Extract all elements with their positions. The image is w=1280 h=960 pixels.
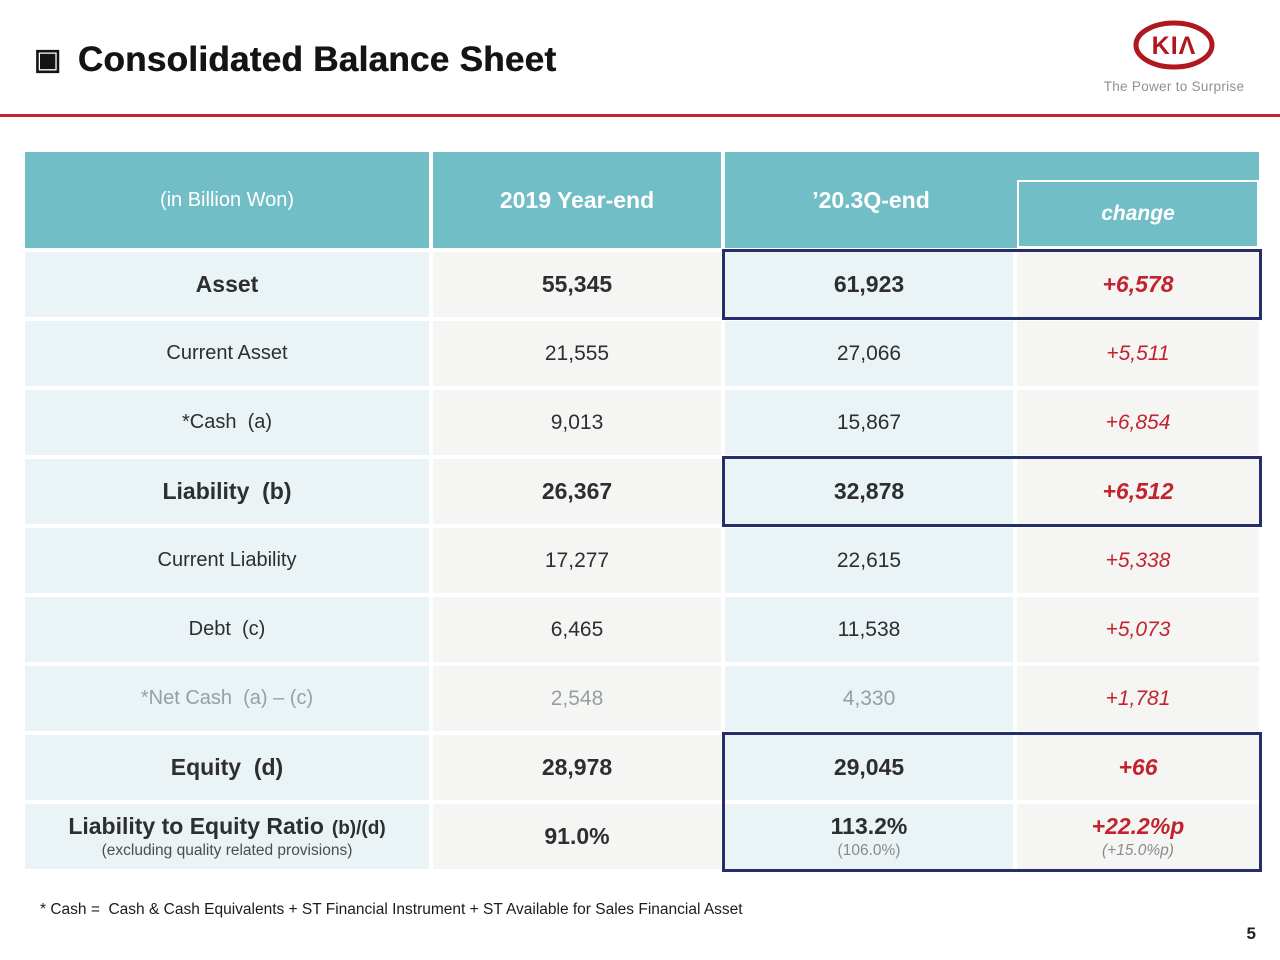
header-change: change — [1017, 180, 1259, 248]
value-q3: 29,045 — [725, 735, 1013, 800]
ratio-change-subvalue: (+15.0%p) — [1102, 842, 1174, 860]
header-20-3q-end: ’20.3Q-end — [812, 186, 930, 213]
value-change: +5,073 — [1017, 597, 1259, 662]
row-label: *Cash (a) — [25, 390, 429, 455]
value-q3: 4,330 — [725, 666, 1013, 731]
ratio-sublabel: (excluding quality related provisions) — [101, 842, 353, 860]
title-divider — [0, 114, 1280, 117]
value-2019: 17,277 — [433, 528, 721, 593]
value-change: +22.2%p (+15.0%p) — [1017, 804, 1259, 869]
row-label: *Net Cash (a) – (c) — [25, 666, 429, 731]
value-change: +5,511 — [1017, 321, 1259, 386]
value-change: +66 — [1017, 735, 1259, 800]
kia-logo: KIΛ The Power to Surprise — [1084, 20, 1264, 94]
value-change: +6,512 — [1017, 459, 1259, 524]
value-2019: 21,555 — [433, 321, 721, 386]
kia-logo-oval: KIΛ — [1133, 20, 1215, 70]
ratio-q3-subvalue: (106.0%) — [837, 842, 901, 860]
value-q3: 32,878 — [725, 459, 1013, 524]
value-change: +1,781 — [1017, 666, 1259, 731]
value-2019: 28,978 — [433, 735, 721, 800]
value-change: +6,854 — [1017, 390, 1259, 455]
row-label: Current Liability — [25, 528, 429, 593]
cash-definition-footnote: * Cash = Cash & Cash Equivalents + ST Fi… — [40, 901, 743, 918]
logo-tagline: The Power to Surprise — [1103, 79, 1245, 94]
value-2019: 55,345 — [433, 252, 721, 317]
header-change-label: change — [1101, 202, 1175, 225]
kia-wordmark: KIΛ — [1152, 32, 1197, 60]
page-title-text: Consolidated Balance Sheet — [77, 40, 557, 79]
ratio-q3-value: 113.2% — [830, 813, 908, 840]
value-change: +6,578 — [1017, 252, 1259, 317]
value-q3: 11,538 — [725, 597, 1013, 662]
title-bullet-icon: ▣ — [34, 43, 62, 76]
value-q3: 15,867 — [725, 390, 1013, 455]
page-number: 5 — [1246, 924, 1256, 943]
value-q3: 113.2% (106.0%) — [725, 804, 1013, 869]
row-label: Equity (d) — [25, 735, 429, 800]
value-2019: 9,013 — [433, 390, 721, 455]
row-label: Asset — [25, 252, 429, 317]
row-label: Liability to Equity Ratio (b)/(d) (exclu… — [25, 804, 429, 869]
value-change: +5,338 — [1017, 528, 1259, 593]
value-q3: 61,923 — [725, 252, 1013, 317]
value-2019: 91.0% — [433, 804, 721, 869]
ratio-label: Liability to Equity Ratio — [68, 813, 324, 840]
value-2019: 2,548 — [433, 666, 721, 731]
ratio-change-value: +22.2%p — [1091, 813, 1185, 840]
value-2019: 26,367 — [433, 459, 721, 524]
header-2019-year-end: 2019 Year-end — [433, 152, 721, 248]
balance-sheet-table: (in Billion Won) 2019 Year-end ’20.3Q-en… — [25, 152, 1262, 872]
row-label: Current Asset — [25, 321, 429, 386]
page-title: ▣ Consolidated Balance Sheet — [34, 40, 556, 80]
value-q3: 27,066 — [725, 321, 1013, 386]
value-q3: 22,615 — [725, 528, 1013, 593]
header-q3-and-change: ’20.3Q-end change — [725, 152, 1259, 248]
row-label: Liability (b) — [25, 459, 429, 524]
row-label: Debt (c) — [25, 597, 429, 662]
value-2019: 6,465 — [433, 597, 721, 662]
header-unit: (in Billion Won) — [25, 152, 429, 248]
ratio-label-suffix: (b)/(d) — [331, 818, 386, 840]
